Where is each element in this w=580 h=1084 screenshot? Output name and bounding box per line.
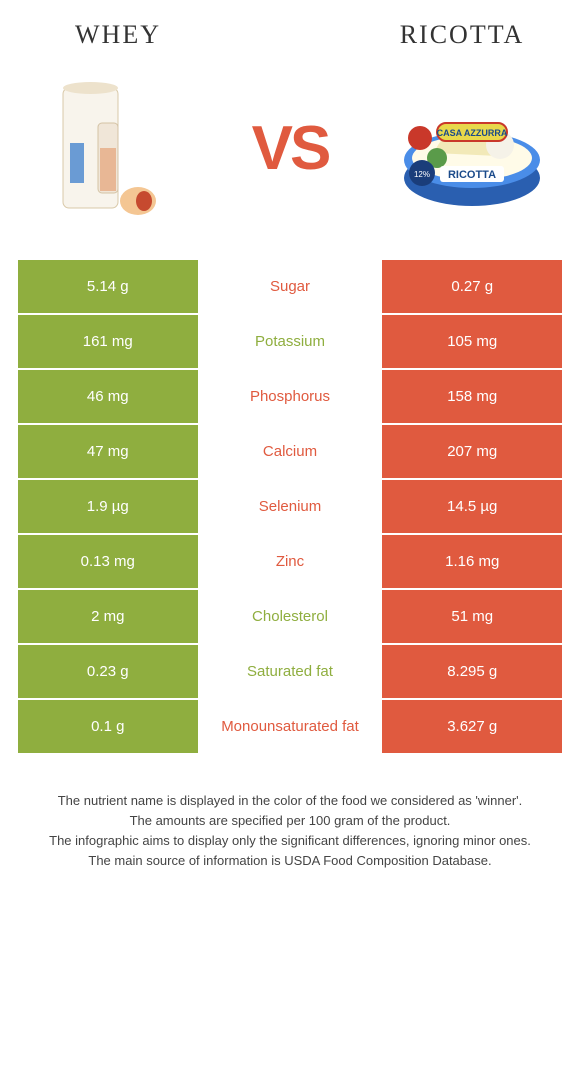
right-value: 8.295 g [382,645,562,698]
left-value: 2 mg [18,590,198,643]
nutrient-label: Calcium [198,425,383,478]
table-row: 1.9 µgSelenium14.5 µg [18,480,562,533]
left-value: 0.13 mg [18,535,198,588]
left-food-title: Whey [18,20,218,50]
table-row: 46 mgPhosphorus158 mg [18,370,562,423]
table-row: 0.13 mgZinc1.16 mg [18,535,562,588]
svg-text:CASA AZZURRA: CASA AZZURRA [437,128,508,138]
svg-text:12%: 12% [414,170,430,179]
table-row: 0.1 gMonounsaturated fat3.627 g [18,700,562,753]
right-value: 51 mg [382,590,562,643]
left-value: 161 mg [18,315,198,368]
footer-line: The nutrient name is displayed in the co… [24,791,556,811]
table-row: 2 mgCholesterol51 mg [18,590,562,643]
left-value: 47 mg [18,425,198,478]
nutrient-label: Saturated fat [198,645,383,698]
table-row: 5.14 gSugar0.27 g [18,260,562,313]
vs-text: VS [252,113,329,184]
nutrient-label: Cholesterol [198,590,383,643]
table-row: 0.23 gSaturated fat8.295 g [18,645,562,698]
footer-text: The nutrient name is displayed in the co… [18,791,562,872]
nutrient-label: Selenium [198,480,383,533]
right-food-title: Ricotta [362,20,562,50]
left-value: 5.14 g [18,260,198,313]
header: Whey Ricotta [18,20,562,50]
footer-line: The amounts are specified per 100 gram o… [24,811,556,831]
nutrient-label: Phosphorus [198,370,383,423]
nutrient-label: Sugar [198,260,383,313]
nutrition-table: 5.14 gSugar0.27 g161 mgPotassium105 mg46… [18,260,562,753]
right-value: 207 mg [382,425,562,478]
right-value: 3.627 g [382,700,562,753]
svg-text:RICOTTA: RICOTTA [448,169,496,181]
nutrient-label: Potassium [198,315,383,368]
footer-line: The infographic aims to display only the… [24,831,556,851]
right-value: 105 mg [382,315,562,368]
nutrient-label: Zinc [198,535,383,588]
ricotta-image: CASA AZZURRA RICOTTA 12% [382,73,562,223]
food-images-row: VS CASA AZZURRA RICOTTA 12% [18,68,562,228]
left-value: 1.9 µg [18,480,198,533]
whey-image [18,73,198,223]
right-value: 0.27 g [382,260,562,313]
table-row: 47 mgCalcium207 mg [18,425,562,478]
left-value: 46 mg [18,370,198,423]
footer-line: The main source of information is USDA F… [24,851,556,871]
left-value: 0.23 g [18,645,198,698]
left-value: 0.1 g [18,700,198,753]
table-row: 161 mgPotassium105 mg [18,315,562,368]
nutrient-label: Monounsaturated fat [198,700,383,753]
right-value: 14.5 µg [382,480,562,533]
vs-block: VS [198,113,382,184]
right-value: 158 mg [382,370,562,423]
right-value: 1.16 mg [382,535,562,588]
